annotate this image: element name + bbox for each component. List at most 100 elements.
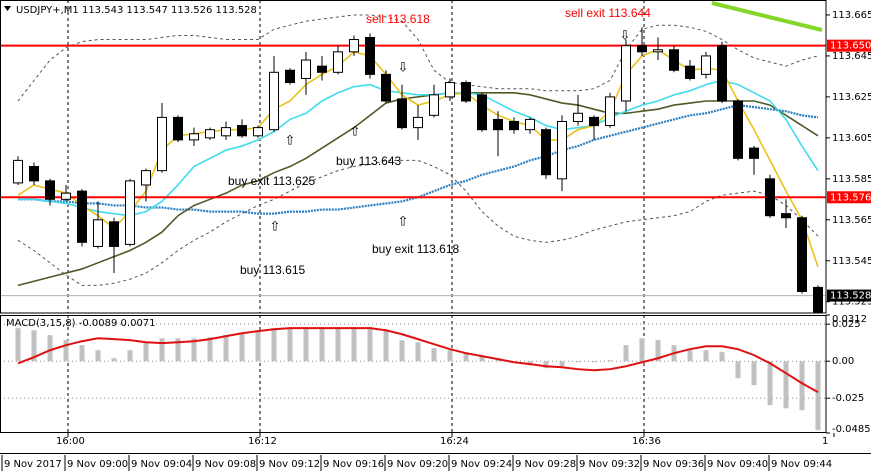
macd-bar — [415, 342, 421, 362]
time-label: 1 — [822, 436, 828, 447]
candle-body — [605, 96, 615, 127]
candle-body — [237, 125, 247, 137]
candle-body — [397, 98, 407, 129]
macd-frame — [0, 315, 827, 433]
candle-body — [653, 49, 663, 53]
level-label: 113.576 — [830, 192, 871, 203]
macd-bar — [815, 361, 821, 431]
macd-bar — [271, 328, 277, 362]
bid-label: 113.528 — [830, 291, 871, 302]
y-tick-label: 113.645 — [832, 51, 871, 62]
macd-y-tick-label: 0.00 — [832, 356, 854, 367]
macd-bar — [479, 355, 485, 362]
macd-bar — [767, 361, 773, 406]
candle-body — [269, 71, 279, 131]
candle-body — [557, 120, 567, 180]
candle-body — [77, 190, 87, 243]
candle-body — [61, 192, 71, 200]
candle-body — [813, 286, 823, 313]
macd-y-tick-label: 0.025 — [832, 319, 861, 330]
buy-arrow: ⇧ — [398, 215, 409, 230]
y-tick-label: 113.525 — [832, 297, 871, 308]
macd-bar — [287, 328, 293, 362]
candle-body — [109, 221, 119, 247]
macd-bar — [319, 327, 325, 362]
macd-bar — [303, 327, 309, 362]
candle-body — [669, 49, 679, 71]
macd-bar — [223, 335, 229, 362]
candle-body — [301, 59, 311, 79]
trend-line — [711, 1, 823, 32]
candle-body — [29, 166, 39, 182]
sell-arrow: ⇩ — [620, 29, 631, 44]
macd-bar — [143, 342, 149, 362]
x-tick-label: 9 Nov 09:40 — [707, 459, 768, 470]
candle-body — [493, 118, 503, 131]
overlay: ⇧ ⇧ ⇧ ⇧ ⇩ ⇩ USDJPY+,M1 113.543 113.547 1… — [4, 5, 651, 329]
macd-bar — [191, 338, 197, 362]
candle-body — [381, 73, 391, 102]
macd-bar — [63, 340, 69, 362]
time-label: 16:12 — [248, 436, 277, 447]
macd-bar — [703, 350, 709, 362]
macd-bar — [463, 352, 469, 362]
y-tick-label: 113.665 — [832, 10, 871, 21]
level-label-box — [827, 191, 871, 204]
macd-signal — [17, 327, 819, 394]
candle-body — [525, 118, 535, 131]
annotation: sell 113.618 — [366, 12, 430, 26]
candle-body — [125, 180, 135, 245]
time-label: 16:00 — [56, 436, 85, 447]
macd-bar — [799, 361, 805, 411]
candle-body — [717, 45, 727, 102]
candle-body — [413, 116, 423, 129]
x-tick-label: 9 Nov 09:00 — [67, 459, 128, 470]
x-tick-label: 9 Nov 09:04 — [131, 459, 192, 470]
x-tick-label: 9 Nov 09:20 — [387, 459, 448, 470]
ma-line — [18, 79, 819, 217]
candle-body — [509, 120, 519, 131]
macd-bar — [79, 345, 85, 362]
x-tick-label: 9 Nov 09:24 — [451, 459, 512, 470]
macd-bar — [175, 338, 181, 362]
x-tick-label: 9 Nov 09:08 — [195, 459, 256, 470]
price-pane — [0, 0, 826, 313]
candle-body — [333, 51, 343, 73]
candle-body — [637, 45, 647, 53]
candle-body — [733, 100, 743, 159]
candle-body — [781, 213, 791, 219]
x-tick-label: 9 Nov 09:36 — [643, 459, 704, 470]
buy-arrow: ⇧ — [350, 125, 361, 140]
candle-body — [253, 127, 263, 137]
macd-bar — [431, 348, 437, 362]
macd-bar — [559, 361, 565, 367]
macd-bar — [335, 327, 341, 362]
macd-bar — [655, 340, 661, 362]
ma-line — [17, 91, 819, 287]
macd-bar — [735, 361, 741, 379]
macd-bar — [575, 361, 581, 363]
candle-body — [589, 116, 599, 127]
macd-y-tick-label: 0.0312 — [832, 314, 867, 325]
annotation: buy exit 113.618 — [372, 242, 460, 256]
annotation: sell exit 113.644 — [565, 6, 651, 20]
candle-body — [189, 133, 199, 141]
candle-body — [445, 82, 455, 98]
macd-bar — [239, 333, 245, 362]
ma-line — [17, 159, 819, 286]
frame — [0, 0, 827, 433]
annotation: buy 113.615 — [240, 263, 305, 277]
macd-bar — [639, 338, 645, 362]
macd-bar — [447, 350, 453, 362]
macd-bar — [207, 337, 213, 362]
y-tick-label: 113.545 — [832, 256, 871, 267]
candle-body — [157, 116, 167, 172]
candle-body — [221, 127, 231, 137]
x-tick-label: 9 Nov 09:44 — [771, 459, 832, 470]
time-label: 16:36 — [632, 436, 661, 447]
candle-body — [765, 178, 775, 217]
macd-bar — [751, 361, 757, 386]
candle-body — [749, 147, 759, 159]
candle-body — [461, 82, 471, 102]
